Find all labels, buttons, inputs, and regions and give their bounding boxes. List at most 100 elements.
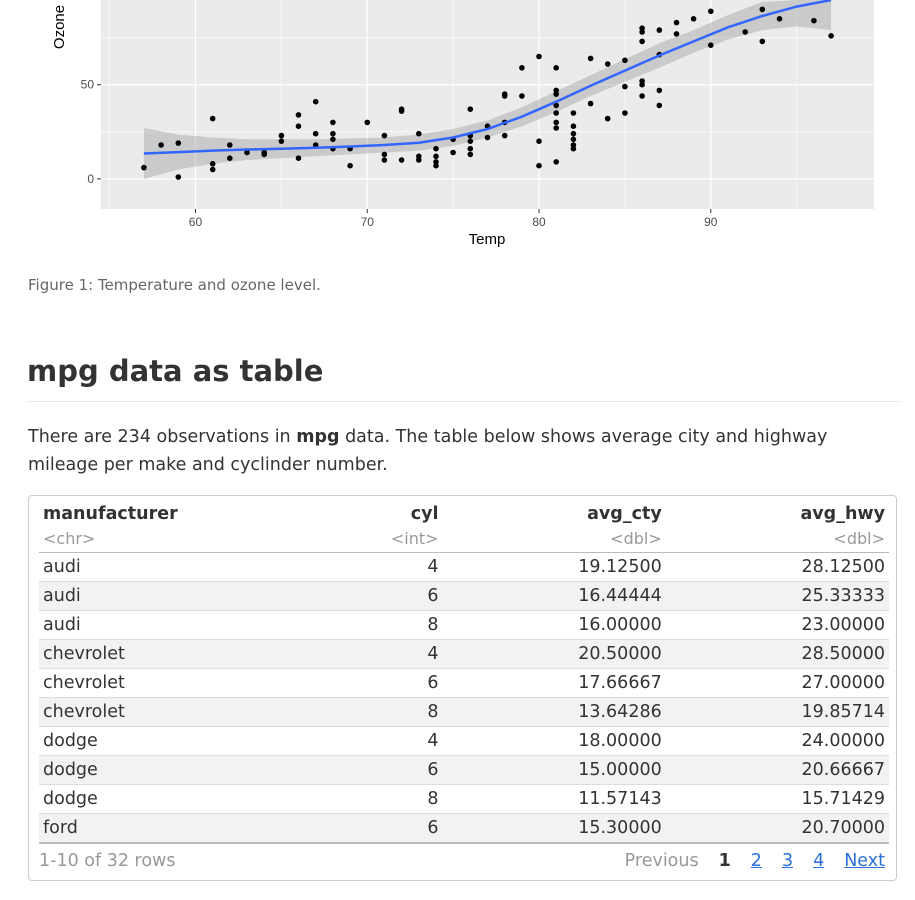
data-point: [433, 145, 439, 152]
data-point: [416, 130, 422, 137]
cell-manufacturer: chevrolet: [39, 639, 293, 669]
cell-avg-cty: 17.66667: [442, 668, 666, 698]
data-point: [278, 138, 285, 144]
x-tick-label: 70: [361, 215, 375, 229]
col-header-cyl[interactable]: cyl: [410, 504, 439, 524]
col-type-cyl: <int>: [292, 524, 443, 553]
next-button[interactable]: Next: [844, 851, 885, 871]
cell-avg-cty: 11.57143: [442, 784, 666, 814]
smooth-confidence-band: [143, 0, 832, 179]
data-point: [604, 115, 611, 122]
data-point: [587, 100, 594, 107]
data-point: [416, 157, 422, 163]
data-point: [656, 102, 663, 109]
data-point: [381, 151, 388, 158]
data-point: [330, 130, 336, 137]
data-point: [450, 149, 456, 156]
y-tick-label: 50: [81, 78, 95, 92]
table-row: audi 4 19.12500 28.12500: [39, 552, 889, 582]
data-point: [622, 83, 628, 90]
x-tick-label: 80: [532, 215, 546, 229]
table-row: chevrolet 4 20.50000 28.50000: [39, 639, 889, 669]
data-point: [622, 57, 628, 64]
col-header-avg-hwy[interactable]: avg_hwy: [800, 504, 885, 524]
cell-cyl: 6: [292, 755, 443, 785]
table-row: dodge 8 11.57143 15.71429: [39, 784, 889, 814]
data-point: [759, 6, 766, 13]
cell-avg-hwy: 15.71429: [665, 784, 889, 814]
page-3-link[interactable]: 3: [781, 851, 794, 871]
cell-avg-hwy: 24.00000: [665, 726, 889, 756]
data-point: [433, 162, 439, 169]
data-point: [261, 151, 268, 158]
page-1-button[interactable]: 1: [718, 851, 731, 871]
page-2-link[interactable]: 2: [750, 851, 762, 871]
cell-manufacturer: audi: [39, 610, 293, 640]
data-point: [811, 17, 817, 24]
data-point: [673, 31, 680, 37]
data-point: [553, 125, 559, 131]
data-point: [656, 27, 663, 33]
type-row: <chr> <int> <dbl> <dbl>: [39, 524, 889, 553]
previous-button[interactable]: Previous: [624, 851, 699, 871]
cell-cyl: 8: [292, 610, 443, 640]
data-point: [467, 145, 474, 152]
data-point: [776, 15, 783, 22]
data-point: [398, 108, 405, 114]
data-point: [158, 142, 164, 148]
data-point: [553, 65, 559, 71]
plot-axes: 60 70 80 90 0 50: [81, 78, 718, 229]
cell-cyl: 6: [292, 668, 443, 698]
paged-table: manufacturer cyl avg_cty avg_hwy <chr> <…: [28, 495, 897, 881]
pagination: Previous 1 2 3 4 Next: [605, 851, 885, 871]
cell-manufacturer: audi: [39, 552, 293, 582]
data-point: [639, 38, 645, 45]
page-4-link[interactable]: 4: [813, 851, 825, 871]
data-point: [570, 145, 577, 152]
data-point: [398, 157, 405, 163]
cell-cyl: 4: [292, 552, 443, 582]
data-point: [364, 119, 371, 126]
col-type-avg-hwy: <dbl>: [665, 524, 889, 553]
cell-manufacturer: audi: [39, 581, 293, 611]
data-point: [381, 132, 388, 139]
cell-avg-hwy: 28.50000: [665, 639, 889, 669]
data-point: [708, 8, 714, 15]
table-row: ford 6 15.30000 20.70000: [39, 813, 889, 844]
data-point: [742, 29, 748, 35]
data-point: [209, 166, 216, 173]
table-row: dodge 4 18.00000 24.00000: [39, 726, 889, 756]
cell-cyl: 6: [292, 813, 443, 844]
data-point: [690, 15, 697, 22]
cell-avg-hwy: 27.00000: [665, 668, 889, 698]
data-point: [553, 159, 559, 165]
table-row: chevrolet 6 17.66667 27.00000: [39, 668, 889, 698]
data-point: [209, 115, 216, 122]
data-point: [622, 110, 628, 116]
data-point: [312, 98, 319, 105]
data-point: [570, 110, 577, 116]
data-point: [639, 93, 645, 99]
data-point: [553, 102, 559, 109]
cell-avg-cty: 15.00000: [442, 755, 666, 785]
data-point: [759, 38, 766, 45]
data-point: [209, 161, 216, 167]
data-point: [536, 53, 542, 60]
data-point: [501, 93, 508, 99]
cell-avg-hwy: 19.85714: [665, 697, 889, 727]
data-point: [467, 106, 474, 112]
table-body: audi 4 19.12500 28.12500 audi 6 16.44444 25.333…: [39, 552, 889, 844]
cell-cyl: 8: [292, 697, 443, 727]
data-point: [570, 123, 577, 129]
col-header-manufacturer[interactable]: manufacturer: [43, 504, 178, 524]
data-point: [244, 149, 250, 156]
col-header-avg-cty[interactable]: avg_cty: [587, 504, 662, 524]
data-point: [330, 119, 336, 126]
cell-avg-hwy: 20.66667: [665, 755, 889, 785]
col-type-avg-cty: <dbl>: [442, 524, 666, 553]
smooth-line: [143, 0, 832, 155]
col-type-manufacturer: <chr>: [39, 524, 293, 553]
table-row: dodge 6 15.00000 20.66667: [39, 755, 889, 785]
data-point: [295, 112, 302, 118]
data-point: [587, 55, 594, 62]
